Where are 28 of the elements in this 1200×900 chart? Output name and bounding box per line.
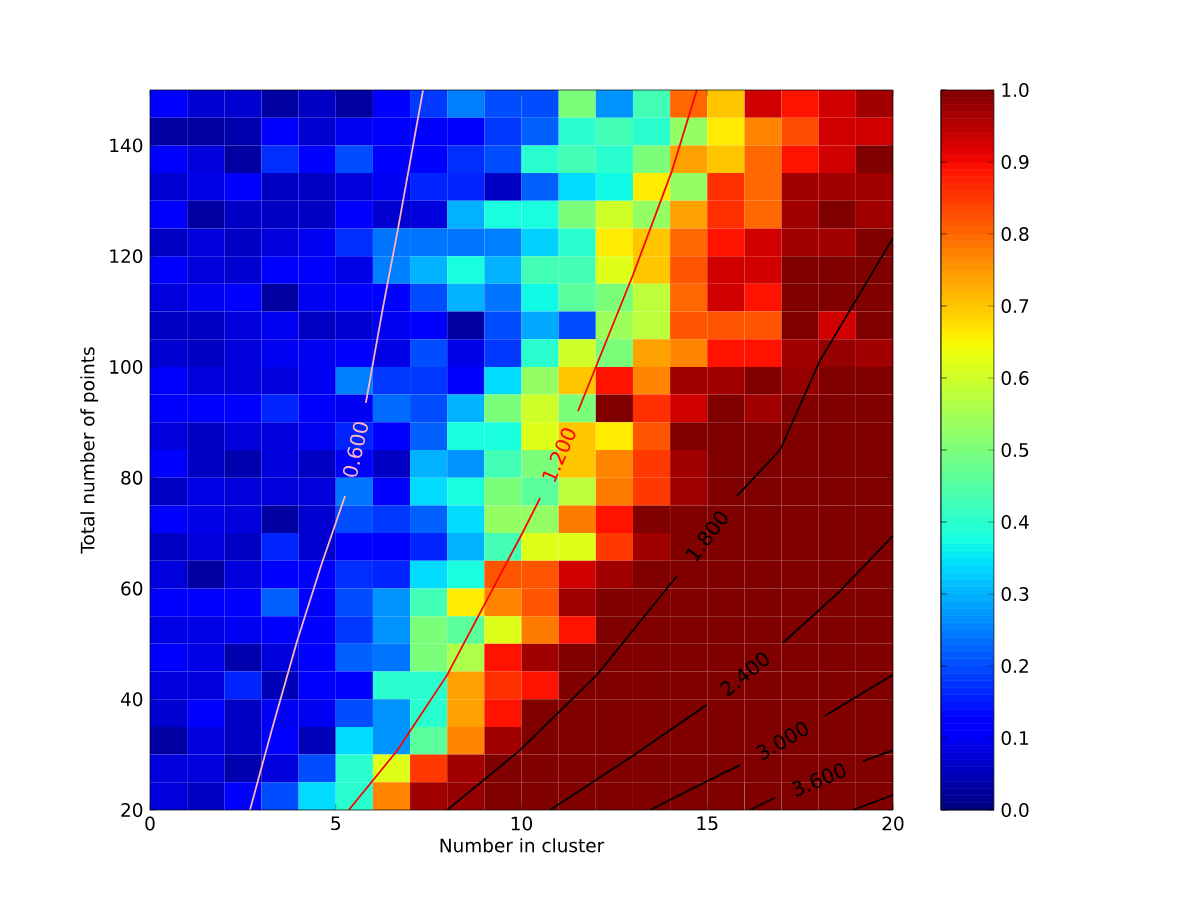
y-tick-label: 80 — [121, 470, 143, 485]
x-tick-label: 0 — [145, 816, 155, 831]
color-bar-label: 0.1 — [1001, 731, 1029, 745]
y-tick-label: 40 — [120, 692, 143, 707]
color-bar-label: 1.0 — [1002, 83, 1029, 97]
x-tick-label: 20 — [882, 816, 904, 831]
color-bar-label: 0.7 — [1001, 299, 1029, 313]
text: 0.600 — [342, 422, 368, 477]
color-bar-label: 0.0 — [1001, 803, 1029, 817]
color-bar-label: 0.5 — [1001, 443, 1029, 457]
color-bar-label: 0.4 — [1001, 515, 1029, 529]
x-axis-title: Number in cluster — [440, 838, 605, 853]
y-tick-label: 140 — [110, 138, 143, 153]
color-bar-label: 0.3 — [1001, 587, 1029, 601]
y-axis-title: Total number of points — [80, 347, 99, 554]
x-tick-label: 5 — [331, 816, 340, 831]
y-tick-label: 20 — [121, 803, 143, 817]
color-bar-label: 0.8 — [1001, 227, 1029, 241]
color-bar-label: 0.2 — [1001, 659, 1028, 673]
y-tick-label: 60 — [121, 581, 143, 596]
color-bar-label: 0.6 — [1001, 371, 1029, 385]
y-tick-label: 120 — [110, 249, 143, 264]
x-tick-label: 10 — [511, 816, 532, 831]
color-bar-label: 0.9 — [1001, 155, 1029, 169]
text: 1.200 — [542, 428, 576, 482]
x-tick-label: 15 — [697, 816, 718, 831]
text: 3.600 — [791, 763, 846, 797]
y-tick-label: 100 — [110, 359, 143, 374]
